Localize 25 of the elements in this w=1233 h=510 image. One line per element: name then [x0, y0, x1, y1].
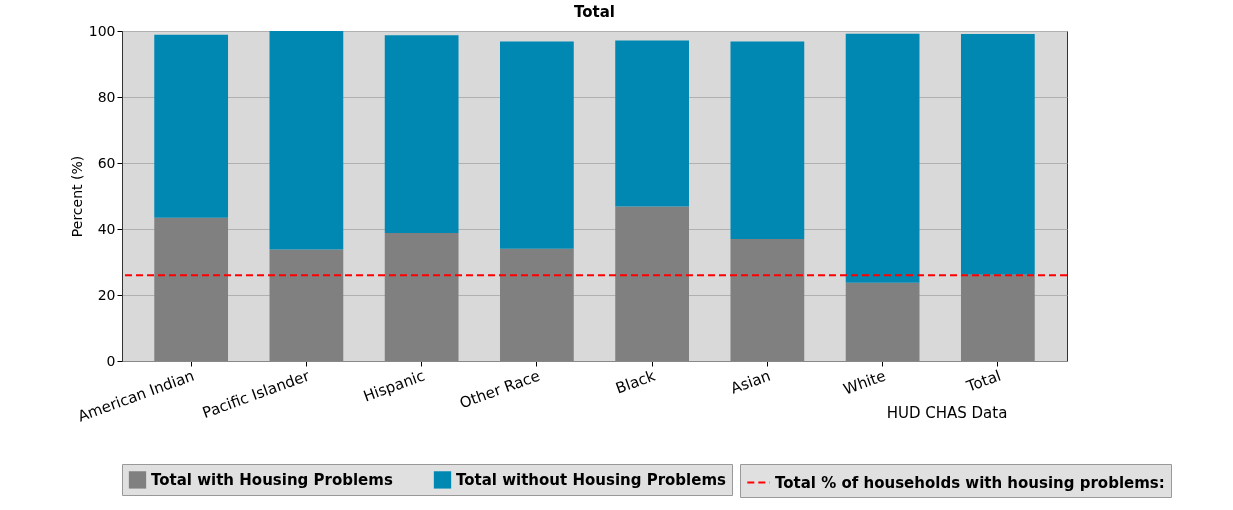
bar: [154, 34, 229, 218]
x-tick-label: Black: [613, 366, 658, 398]
y-tick-label: 100: [88, 22, 116, 39]
bar: [615, 40, 689, 207]
y-axis-title: Percent (%): [68, 155, 85, 238]
bar: [960, 33, 1035, 275]
x-tick-label: Asian: [728, 366, 773, 398]
bar: [269, 31, 344, 250]
legend-label: Total % of households with housing problems:: [775, 473, 1165, 492]
bar: [384, 35, 459, 233]
text: HUD CHAS Data: [886, 404, 1008, 422]
x-tick-label: Total: [963, 366, 1004, 396]
legend-label: Total with Housing Problems: [151, 470, 393, 489]
x-tick-label: White: [840, 366, 889, 399]
bar: [845, 33, 920, 283]
x-tick-label: Other Race: [457, 366, 543, 413]
y-tick-label: 60: [97, 154, 116, 171]
y-tick-label: 0: [106, 352, 116, 369]
chart-title: Total: [574, 3, 615, 21]
legend-label: Total without Housing Problems: [456, 470, 727, 489]
bar: [500, 41, 574, 249]
y-tick-label: 20: [97, 286, 116, 303]
y-tick-label: 40: [97, 220, 116, 237]
y-tick-label: 80: [97, 88, 116, 105]
bar: [730, 41, 805, 239]
